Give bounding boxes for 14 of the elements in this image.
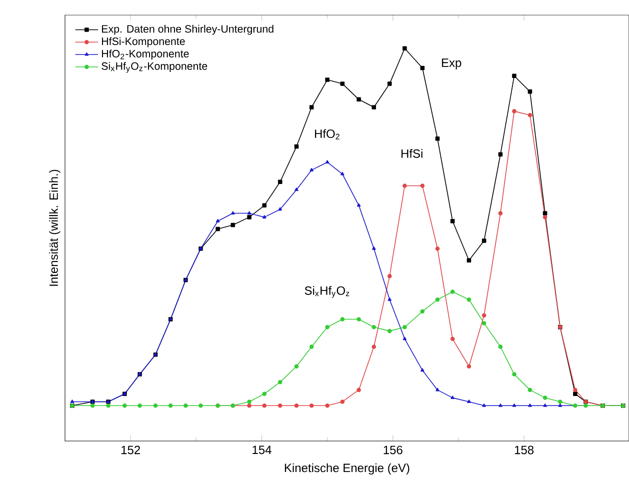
annotation: Exp — [442, 58, 462, 70]
legend-label: Exp. Daten ohne Shirley-Untergrund — [102, 24, 274, 35]
annotation: Si$_{x}$Hf$_{y}$O$_{z}$ — [304, 286, 350, 298]
legend-label: HfO$_{2}$-Komponente — [102, 50, 189, 60]
x-tick-label: 154 — [252, 446, 272, 454]
annotation: HfSi — [402, 149, 422, 158]
legend-label: HfSi-Komponente — [102, 37, 185, 48]
legend-label: Si$_{x}$Hf$_{y}$O$_{z}$-Komponente — [102, 62, 208, 73]
x-tick-label: 156 — [384, 446, 402, 454]
y-axis-title: Intensität (willk. Einh.) — [49, 170, 60, 286]
x-axis-title: Kinetische Energie (eV) — [284, 463, 410, 475]
x-tick-label: 152 — [121, 446, 140, 454]
x-tick-label: 158 — [514, 446, 534, 454]
annotation: HfO$_{2}$ — [315, 129, 340, 140]
